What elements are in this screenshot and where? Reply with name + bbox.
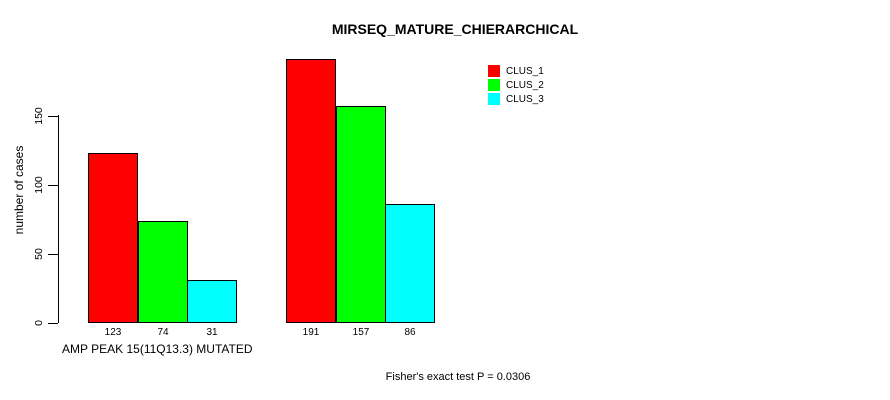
legend-label: CLUS_2 xyxy=(506,79,544,91)
legend-label: CLUS_1 xyxy=(506,65,544,77)
fisher-test-footnote: Fisher's exact test P = 0.0306 xyxy=(385,371,531,383)
bar-clus_3-group1 xyxy=(187,280,237,323)
legend-label: CLUS_3 xyxy=(506,93,544,105)
bar-value-label: 123 xyxy=(104,327,122,338)
bar-value-label: 157 xyxy=(352,327,370,338)
y-tick-mark xyxy=(48,184,58,186)
bar-value-label: 191 xyxy=(302,327,320,338)
bar-clus_3-group2 xyxy=(385,204,435,323)
y-tick-label: 150 xyxy=(33,107,45,125)
legend-swatch-icon xyxy=(488,79,500,91)
y-tick-label: 100 xyxy=(33,176,45,194)
bar-clus_1-group2 xyxy=(286,59,336,323)
y-tick-mark xyxy=(48,115,58,117)
bar-value-label: 31 xyxy=(206,327,218,338)
y-axis-title: number of cases xyxy=(12,145,26,235)
y-tick-mark xyxy=(48,322,58,324)
bar-clus_2-group1 xyxy=(138,221,188,323)
x-axis-group-label: AMP PEAK 15(11Q13.3) MUTATED xyxy=(62,342,253,356)
chart-title: MIRSEQ_MATURE_CHIERARCHICAL xyxy=(331,21,579,37)
legend-swatch-icon xyxy=(488,93,500,105)
legend-swatch-icon xyxy=(488,65,500,77)
y-tick-mark xyxy=(48,253,58,255)
y-tick-label: 50 xyxy=(33,248,45,260)
bar-clus_2-group2 xyxy=(336,106,386,323)
legend-item-clus_1: CLUS_1 xyxy=(488,64,544,78)
y-tick-label: 0 xyxy=(33,320,45,326)
bar-value-label: 74 xyxy=(157,327,169,338)
y-axis-line xyxy=(58,115,59,323)
legend-item-clus_2: CLUS_2 xyxy=(488,78,544,92)
bar-clus_1-group1 xyxy=(88,153,138,323)
bar-value-label: 86 xyxy=(404,327,416,338)
legend-item-clus_3: CLUS_3 xyxy=(488,92,544,106)
legend: CLUS_1 CLUS_2 CLUS_3 xyxy=(488,64,544,106)
